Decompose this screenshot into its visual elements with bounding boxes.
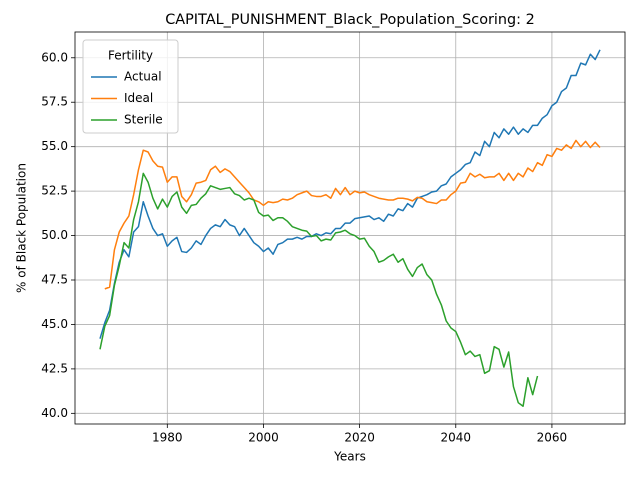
y-tick-label: 57.5 [41, 95, 68, 109]
y-tick-label: 55.0 [41, 139, 68, 153]
data-line [104, 139, 601, 290]
legend-label: Actual [124, 70, 162, 84]
y-tick-label: 60.0 [41, 50, 68, 64]
x-axis-label: Years [333, 450, 366, 464]
chart-title: CAPITAL_PUNISHMENT_Black_Population_Scor… [165, 12, 535, 28]
data-line [99, 172, 539, 407]
x-tick-label: 1980 [152, 431, 183, 445]
y-axis-label: % of Black Population [15, 163, 29, 293]
y-tick-label: 45.0 [41, 317, 68, 331]
x-tick-label: 2020 [344, 431, 375, 445]
y-tick-label: 47.5 [41, 273, 68, 287]
x-tick-label: 2040 [440, 431, 471, 445]
y-tick-label: 50.0 [41, 228, 68, 242]
legend-box [82, 39, 179, 134]
y-tick-label: 40.0 [41, 406, 68, 420]
legend-label: Ideal [124, 91, 153, 105]
legend-title: Fertility [108, 49, 153, 63]
x-tick-label: 2000 [248, 431, 279, 445]
legend-label: Sterile [124, 113, 163, 127]
data-line [99, 49, 601, 339]
x-tick-label: 2060 [537, 431, 568, 445]
plot-frame [74, 31, 626, 425]
y-tick-label: 52.5 [41, 184, 68, 198]
y-tick-label: 42.5 [41, 361, 68, 375]
